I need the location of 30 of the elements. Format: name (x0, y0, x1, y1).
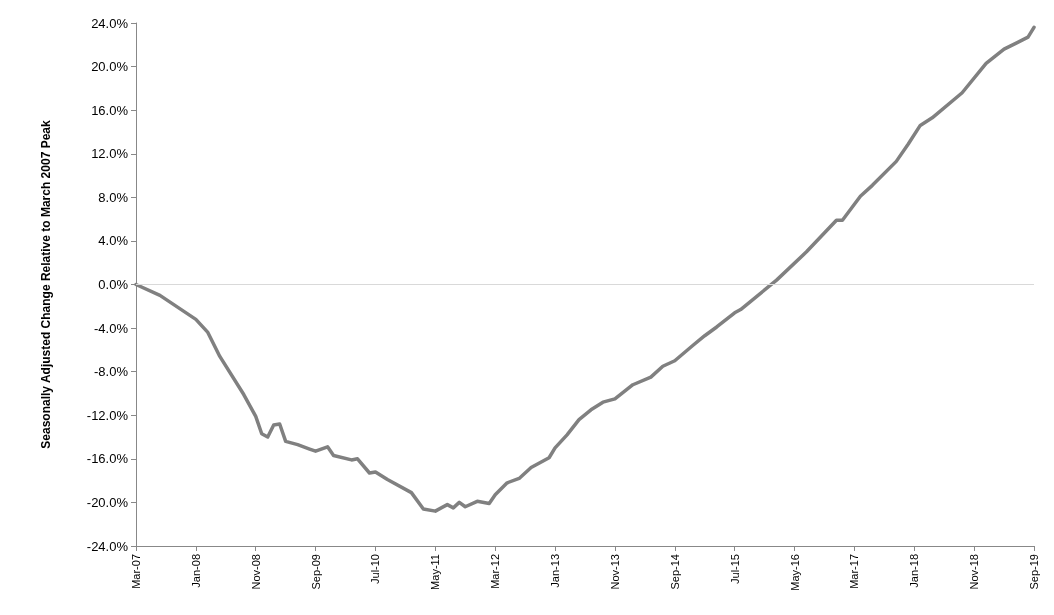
y-tick-label: 12.0% (91, 146, 129, 162)
x-tick-label: Nov-18 (968, 554, 981, 590)
x-tick-label: Nov-08 (249, 554, 262, 590)
x-tick-label: Sep-14 (668, 554, 681, 590)
y-tick-label: -4.0% (94, 320, 129, 336)
x-tick-label: Sep-09 (309, 554, 322, 590)
y-axis-title: Seasonally Adjusted Change Relative to March 2007 Peak (39, 120, 53, 449)
x-tick-label: Jan-13 (549, 554, 562, 588)
x-tick-label: May-11 (429, 554, 442, 590)
x-tick-label: Mar-12 (489, 554, 502, 589)
y-tick-label: -12.0% (86, 407, 129, 423)
x-tick-label: May-16 (788, 554, 801, 591)
x-tick-label: Mar-07 (130, 554, 142, 589)
y-tick-label: -20.0% (86, 494, 129, 510)
x-tick-label: Mar-17 (848, 554, 861, 589)
y-tick-label: -8.0% (94, 364, 129, 380)
y-tick-label: 20.0% (91, 59, 129, 75)
x-tick-label: Jul-15 (728, 554, 741, 584)
y-tick-label: 16.0% (91, 102, 129, 118)
x-tick-label: Jan-18 (908, 554, 921, 588)
y-tick-label: 0.0% (98, 277, 129, 292)
y-tick-label: 8.0% (98, 189, 129, 205)
x-tick-label: Jan-08 (189, 554, 202, 588)
x-tick-label: Sep-19 (1028, 554, 1040, 590)
y-tick-label: -24.0% (86, 538, 129, 554)
x-tick-label: Nov-13 (608, 554, 621, 590)
x-tick-label: Jul-10 (369, 554, 382, 584)
y-tick-label: 4.0% (98, 233, 129, 249)
y-tick-label: 24.0% (91, 15, 129, 31)
y-tick-label: -16.0% (86, 451, 129, 467)
